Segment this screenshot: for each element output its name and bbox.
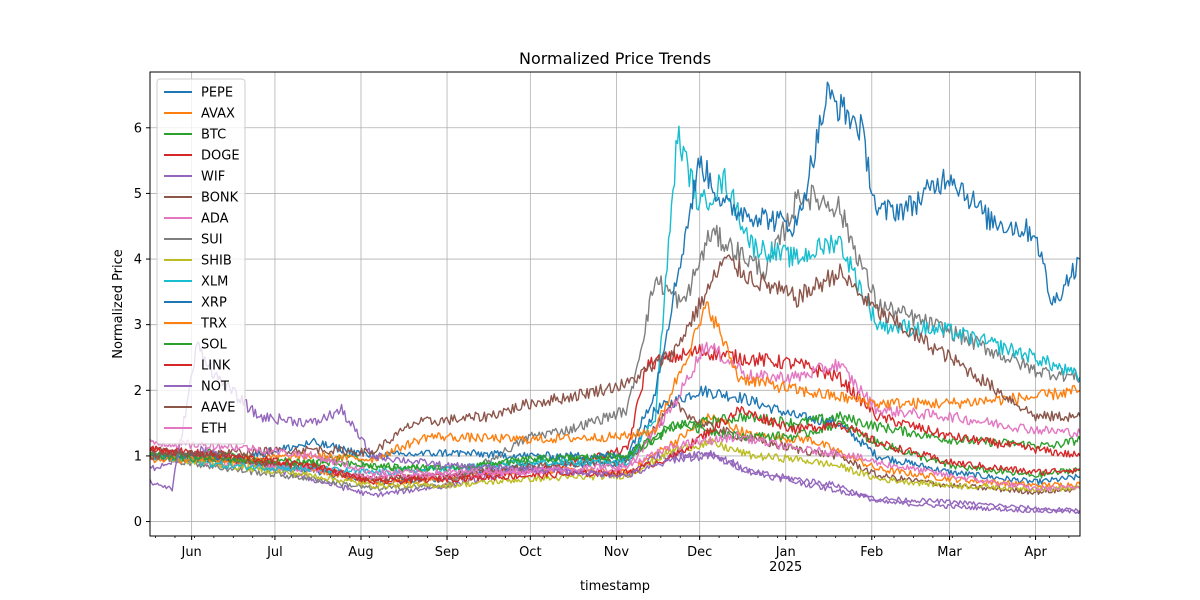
legend-item: XRP [164, 296, 227, 311]
y-axis-title: Normalized Price [111, 249, 126, 359]
x-tick-label: Jul [266, 545, 283, 560]
series-line-link [150, 406, 1080, 485]
series-lines [150, 81, 1080, 514]
y-tick-label: 6 [134, 121, 142, 136]
legend-label: ETH [201, 422, 227, 437]
series-line-xlm [150, 125, 1080, 476]
legend-item: SUI [164, 233, 223, 248]
x-tick-label: Dec [687, 545, 712, 560]
legend-label: AVAX [201, 107, 235, 122]
series-line-aave [150, 254, 1080, 461]
y-tick-label: 5 [134, 187, 142, 202]
x-tick-label: Sep [435, 545, 460, 560]
x-axis-title: timestamp [580, 579, 650, 594]
legend-item: BTC [164, 128, 226, 143]
y-tick-label: 2 [134, 384, 142, 399]
series-line-xrp [150, 81, 1080, 463]
legend-item: ADA [164, 212, 229, 227]
plot-frame [149, 71, 1081, 537]
legend-item: LINK [164, 359, 231, 374]
legend-label: WIF [201, 170, 225, 185]
legend-item: BONK [164, 191, 239, 206]
x-tick-label: Apr [1024, 545, 1047, 560]
series-line-not [150, 341, 1080, 513]
y-tick-label: 4 [134, 253, 142, 268]
legend-label: SOL [201, 338, 227, 353]
legend-item: DOGE [164, 149, 240, 164]
legend-label: XRP [201, 296, 227, 311]
legend-item: TRX [164, 317, 227, 332]
y-tick-label: 3 [134, 318, 142, 333]
legend-label: BONK [201, 191, 239, 206]
x-tick-label: Aug [348, 545, 373, 560]
legend-item: NOT [164, 380, 229, 395]
legend-label: NOT [201, 380, 229, 395]
legend-label: LINK [201, 359, 231, 374]
legend-box [156, 78, 246, 445]
y-tick-label: 1 [134, 449, 142, 464]
legend-item: SHIB [164, 254, 232, 269]
x-tick-label: Feb [860, 545, 883, 560]
legend-label: XLM [201, 275, 228, 290]
legend-label: ADA [201, 212, 229, 227]
x-tick-year-label: 2025 [769, 560, 802, 575]
legend-item: PEPE [164, 86, 233, 101]
x-tick-label: Nov [604, 545, 630, 560]
legend: PEPE AVAX BTC DOGE WIF BONK ADA SUI SHIB XLM XRP TR… [156, 78, 246, 445]
legend-label: TRX [200, 317, 227, 332]
legend-label: SHIB [201, 254, 232, 269]
series-line-eth [150, 431, 1080, 492]
legend-label: DOGE [201, 149, 240, 164]
legend-item: WIF [164, 170, 225, 185]
x-tick-label: Oct [519, 545, 541, 560]
y-tick-label: 0 [134, 515, 142, 530]
series-line-shib [150, 438, 1080, 493]
legend-item: XLM [164, 275, 228, 290]
x-tick-label: Jun [180, 545, 201, 560]
x-tick-label: Mar [937, 545, 962, 560]
series-line-sol [150, 419, 1080, 479]
legend-label: BTC [201, 128, 226, 143]
legend-item: AAVE [164, 401, 235, 416]
legend-label: PEPE [201, 86, 233, 101]
legend-item: SOL [164, 338, 227, 353]
chart-title: Normalized Price Trends [519, 49, 711, 68]
legend-label: SUI [201, 233, 223, 248]
legend-label: AAVE [201, 401, 235, 416]
legend-item: ETH [164, 422, 227, 437]
x-tick-label: Jan [775, 545, 796, 560]
legend-item: AVAX [164, 107, 235, 122]
